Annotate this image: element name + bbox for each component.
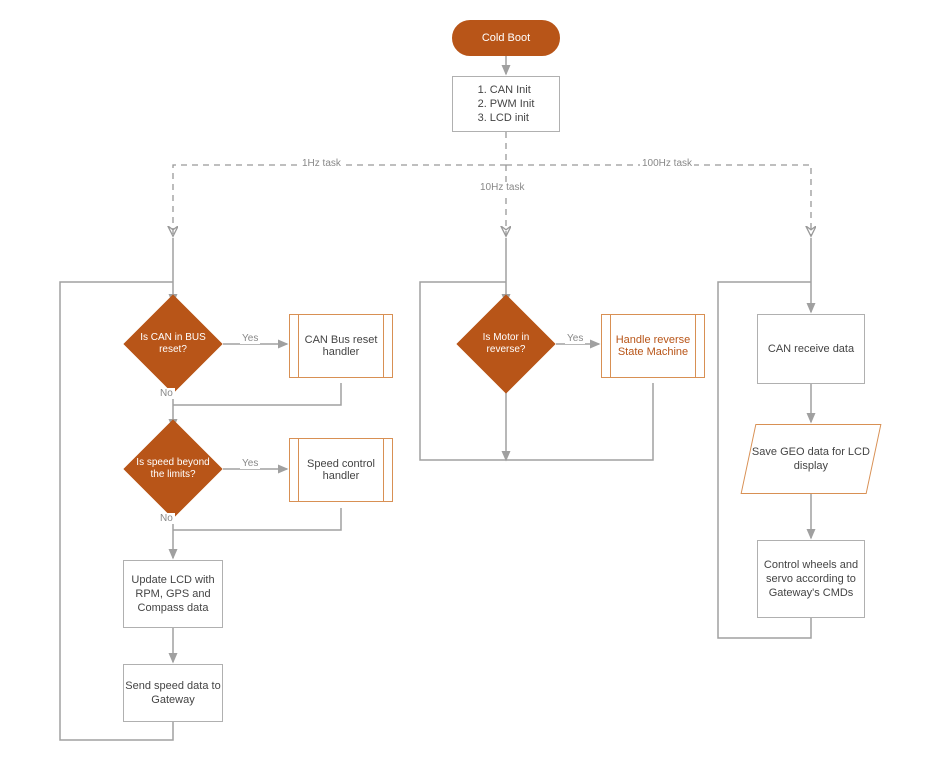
label-decision-speed: Is speed beyond the limits? (123, 430, 223, 508)
node-can-bus-reset-handler: CAN Bus reset handler (289, 314, 393, 378)
node-update-lcd: Update LCD with RPM, GPS and Compass dat… (123, 560, 223, 628)
node-speed-handler: Speed control handler (289, 438, 393, 502)
node-save-geo: Save GEO data for LCD display (741, 424, 882, 494)
edge-label-1hz: 1Hz task (300, 158, 343, 169)
label-can-receive: CAN receive data (768, 342, 854, 356)
node-decision-motor-reverse: Is Motor in reverse? (456, 305, 556, 383)
node-decision-speed: Is speed beyond the limits? (123, 430, 223, 508)
edge-label-no-2: No (158, 513, 175, 524)
label-save-geo: Save GEO data for LCD display (749, 445, 873, 474)
label-can-bus-reset-handler: CAN Bus reset handler (290, 334, 392, 358)
label-cold-boot: Cold Boot (482, 31, 530, 45)
node-cold-boot: Cold Boot (452, 20, 560, 56)
node-can-receive: CAN receive data (757, 314, 865, 384)
edge-label-yes-3: Yes (565, 333, 585, 344)
node-decision-bus-reset: Is CAN in BUS reset? (123, 305, 223, 383)
label-decision-bus-reset: Is CAN in BUS reset? (123, 305, 223, 383)
edge-label-10hz: 10Hz task (478, 182, 526, 193)
edge-label-100hz: 100Hz task (640, 158, 694, 169)
edge-label-yes-1: Yes (240, 333, 260, 344)
label-init: 1. CAN Init 2. PWM Init 3. LCD init (474, 79, 539, 130)
label-control-wheels: Control wheels and servo according to Ga… (758, 558, 864, 601)
label-update-lcd: Update LCD with RPM, GPS and Compass dat… (124, 573, 222, 616)
label-speed-handler: Speed control handler (290, 458, 392, 482)
label-decision-motor-reverse: Is Motor in reverse? (456, 305, 556, 383)
node-handle-reverse: Handle reverse State Machine (601, 314, 705, 378)
label-send-speed: Send speed data to Gateway (124, 679, 222, 708)
label-handle-reverse: Handle reverse State Machine (602, 334, 704, 358)
edge-label-no-1: No (158, 388, 175, 399)
node-send-speed: Send speed data to Gateway (123, 664, 223, 722)
node-init: 1. CAN Init 2. PWM Init 3. LCD init (452, 76, 560, 132)
edge-label-yes-2: Yes (240, 458, 260, 469)
node-control-wheels: Control wheels and servo according to Ga… (757, 540, 865, 618)
